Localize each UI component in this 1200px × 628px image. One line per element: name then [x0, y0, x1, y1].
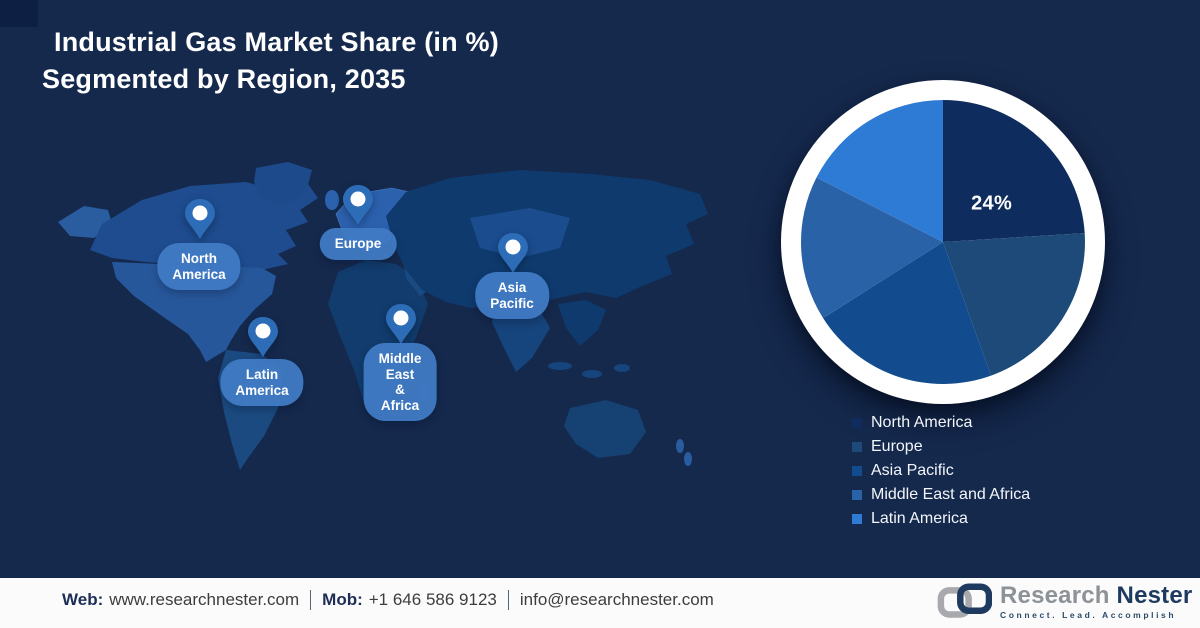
footer-contact: Web: www.researchnester.com Mob: +1 646 …: [62, 590, 714, 610]
map-pin-north-america[interactable]: North America: [157, 197, 241, 290]
pin-label-north-america: North America: [157, 243, 241, 290]
corner-accent: [0, 0, 38, 27]
pin-label-latin-america: Latin America: [220, 359, 304, 406]
brand-nester: Nester: [1116, 582, 1193, 609]
pie-slice-north-america: [943, 100, 1085, 242]
title-line-1: Industrial Gas Market Share (in %): [54, 27, 499, 57]
island-new-zealand-2: [684, 452, 692, 466]
legend-label: Asia Pacific: [871, 462, 954, 479]
pie-value-label: 24%: [971, 192, 1013, 215]
separator: [507, 590, 509, 610]
chart-legend: North America Europe Asia Pacific Middle Ea…: [852, 411, 1030, 531]
region-central-asia: [470, 208, 570, 258]
map-pin-middle-east-africa[interactable]: Middle East & Africa: [363, 302, 437, 421]
island-uk: [325, 190, 339, 210]
pie-slice-latin-america: [816, 100, 943, 242]
page-title: Industrial Gas Market Share (in %) Segme…: [42, 24, 622, 98]
brand-name: Research Nester: [1000, 583, 1192, 609]
region-india: [492, 304, 550, 372]
legend-swatch: [852, 490, 862, 500]
footer-bar: [0, 578, 1200, 628]
legend-item-north-america: North America: [852, 411, 1030, 435]
island-indonesia-3: [614, 364, 630, 372]
legend-label: North America: [871, 414, 973, 431]
legend-item-middle-east-and-africa: Middle East and Africa: [852, 483, 1030, 507]
legend-label: Europe: [871, 438, 923, 455]
continent-africa: [328, 260, 428, 416]
legend-item-europe: Europe: [852, 435, 1030, 459]
brand-tagline: Connect. Lead. Accomplish: [1000, 610, 1177, 620]
island-indonesia-2: [582, 370, 602, 378]
map-pin-latin-america[interactable]: Latin America: [220, 315, 304, 406]
pin-label-middle-east-africa: Middle East & Africa: [363, 343, 437, 421]
continent-greenland: [254, 162, 312, 206]
pie-slice-asia-pacific: [823, 242, 992, 384]
legend-swatch: [852, 442, 862, 452]
research-nester-logo: Research Nester Connect. Lead. Accomplis…: [936, 583, 1192, 620]
email-link[interactable]: info@researchnester.com: [519, 590, 714, 609]
pie-slice-europe: [943, 233, 1085, 376]
phone-number: +1 646 586 9123: [368, 590, 497, 609]
island-new-zealand-1: [676, 439, 684, 453]
legend-label: Middle East and Africa: [871, 486, 1031, 503]
web-label: Web:: [62, 590, 104, 609]
region-se-asia: [558, 300, 606, 346]
pin-label-europe: Europe: [319, 228, 397, 260]
legend-swatch: [852, 466, 862, 476]
continent-australia: [564, 400, 646, 458]
continent-alaska: [58, 206, 112, 238]
pin-marker-icon: [386, 304, 416, 344]
separator: [310, 590, 312, 610]
legend-swatch: [852, 418, 862, 428]
pin-label-asia-pacific: Asia Pacific: [475, 272, 549, 319]
legend-item-asia-pacific: Asia Pacific: [852, 459, 1030, 483]
world-map: [58, 162, 708, 470]
chain-link-logo-icon: [937, 583, 992, 618]
legend-label: Latin America: [871, 510, 968, 527]
mob-label: Mob:: [322, 590, 363, 609]
pin-marker-icon: [185, 199, 215, 239]
island-indonesia-1: [548, 362, 572, 370]
title-line-2: Segmented by Region, 2035: [42, 64, 406, 94]
pie-chart: [800, 100, 1085, 384]
pin-marker-icon: [498, 233, 528, 273]
pie-slice-middle-east-and-africa: [800, 177, 943, 319]
legend-item-latin-america: Latin America: [852, 507, 1030, 531]
pin-marker-icon: [343, 185, 373, 225]
map-pin-asia-pacific[interactable]: Asia Pacific: [475, 231, 549, 319]
website-link[interactable]: www.researchnester.com: [109, 590, 300, 609]
map-pin-europe[interactable]: Europe: [319, 183, 397, 260]
legend-swatch: [852, 514, 862, 524]
pin-marker-icon: [248, 317, 278, 357]
brand-research: Research: [1000, 582, 1110, 609]
continent-us-mexico: [112, 262, 276, 362]
